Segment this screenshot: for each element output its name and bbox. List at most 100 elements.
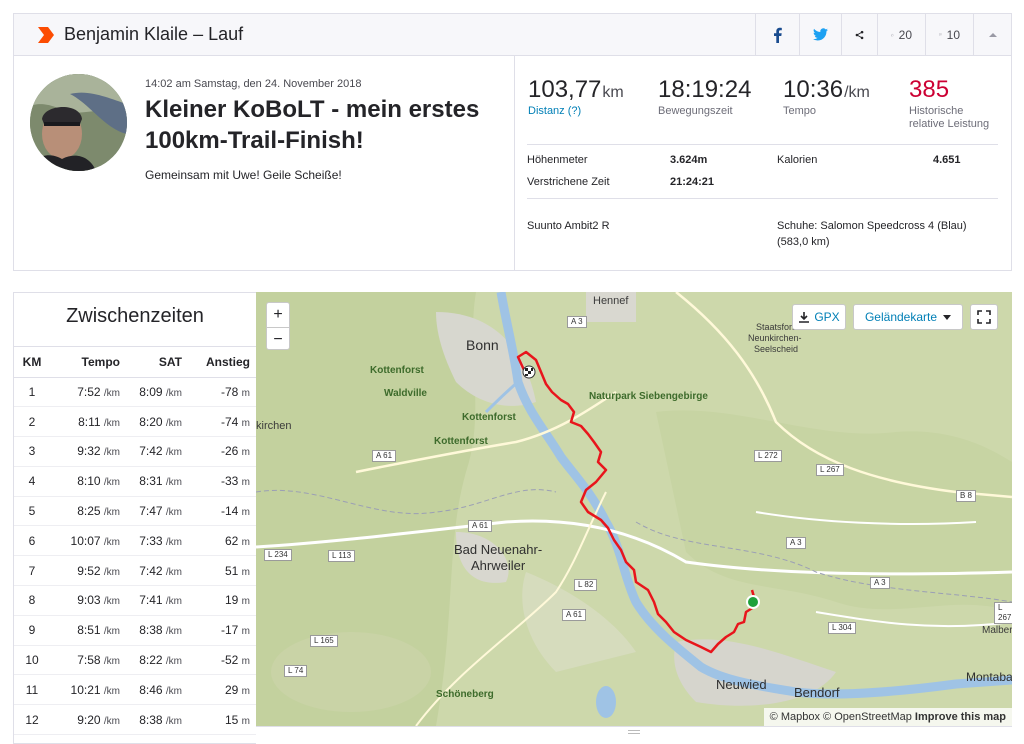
- place-bendorf: Bendorf: [794, 685, 840, 700]
- split-km: 9: [14, 615, 50, 646]
- athlete-avatar[interactable]: [30, 74, 127, 171]
- split-row[interactable]: 10 7:58 /km 8:22 /km -52 m: [14, 645, 256, 676]
- place-montaba: Montaba: [966, 670, 1012, 684]
- col-km: KM: [14, 347, 50, 378]
- col-gap: SAT: [126, 347, 188, 378]
- road-a3-east: A 3: [870, 577, 890, 589]
- place-bonn: Bonn: [466, 337, 499, 353]
- split-gap: 7:41 /km: [126, 585, 188, 616]
- download-icon: [799, 312, 810, 323]
- place-bad-neuenahr: Bad Neuenahr-: [454, 542, 543, 557]
- strava-chevron-icon: [38, 26, 54, 43]
- splits-table: KM Tempo SAT Anstieg 1 7:52 /km 8:09 /km -7…: [14, 347, 256, 736]
- osm-attribution-link[interactable]: © OpenStreetMap: [823, 711, 912, 723]
- distance-help-link[interactable]: Distanz (?): [528, 105, 582, 117]
- activity-name: Kleiner KoBoLT - mein erstes 100km-Trail…: [145, 96, 480, 154]
- split-row[interactable]: 5 8:25 /km 7:47 /km -14 m: [14, 496, 256, 527]
- stats-separator: [527, 144, 998, 145]
- place-ahrweiler: Ahrweiler: [471, 558, 526, 573]
- split-pace: 8:10 /km: [50, 466, 126, 497]
- split-row[interactable]: 11 10:21 /km 8:46 /km 29 m: [14, 674, 256, 706]
- split-row[interactable]: 9 8:51 /km 8:38 /km -17 m: [14, 615, 256, 646]
- kudos-button[interactable]: 20: [877, 14, 925, 55]
- split-gap: 8:20 /km: [126, 406, 188, 438]
- twitter-share-button[interactable]: [799, 14, 841, 55]
- split-km: 5: [14, 496, 50, 527]
- split-elevation: -14 m: [188, 496, 256, 527]
- fullscreen-button[interactable]: [970, 304, 998, 330]
- elevation-value: 3.624m: [670, 154, 708, 166]
- splits-rows: 1 7:52 /km 8:09 /km -78 m 2 8:11 /km 8:20 /km -…: [14, 377, 256, 736]
- device-name: Suunto Ambit2 R: [527, 220, 610, 232]
- activity-summary: 14:02 am Samstag, den 24. November 2018 …: [13, 56, 1012, 271]
- split-km: 7: [14, 555, 50, 587]
- split-row[interactable]: 3 9:32 /km 7:42 /km -26 m: [14, 436, 256, 467]
- split-km: 11: [14, 674, 50, 706]
- split-elevation: -52 m: [188, 645, 256, 676]
- activity-header: Benjamin Klaile – Lauf 20: [13, 13, 1012, 56]
- splits-panel: Zwischenzeiten KM Tempo SAT Anstieg 1 7:5…: [13, 292, 256, 744]
- split-elevation: -74 m: [188, 406, 256, 438]
- road-l82: L 82: [574, 579, 598, 591]
- split-km: 8: [14, 585, 50, 616]
- facebook-share-button[interactable]: [755, 14, 799, 55]
- split-km: 4: [14, 466, 50, 497]
- place-schoeneberg: Schöneberg: [436, 689, 494, 700]
- kudos-count: 20: [898, 27, 912, 42]
- split-pace: 7:52 /km: [50, 377, 126, 408]
- split-elevation: -78 m: [188, 377, 256, 408]
- comment-icon: [939, 33, 942, 36]
- place-waldville: Waldville: [384, 388, 427, 399]
- place-neunkirchen: Neunkirchen-: [748, 333, 802, 343]
- chevron-up-icon: [988, 32, 997, 37]
- split-elevation: 29 m: [188, 674, 256, 706]
- collapse-button[interactable]: [973, 14, 1011, 55]
- share-button[interactable]: [841, 14, 877, 55]
- split-gap: 8:46 /km: [126, 674, 188, 706]
- gpx-download-button[interactable]: GPX: [792, 304, 846, 330]
- split-row[interactable]: 12 9:20 /km 8:38 /km 15 m: [14, 704, 256, 736]
- split-row[interactable]: 4 8:10 /km 8:31 /km -33 m: [14, 466, 256, 497]
- road-l304: L 304: [828, 622, 856, 634]
- place-staatsforst: Staatsforst: [756, 322, 800, 332]
- place-hennef: Hennef: [593, 295, 629, 307]
- road-l272: L 272: [754, 450, 782, 462]
- relative-effort-label-1: Historische: [909, 105, 964, 117]
- map-type-dropdown[interactable]: Geländekarte: [853, 304, 963, 330]
- split-elevation: 62 m: [188, 525, 256, 557]
- split-pace: 9:52 /km: [50, 555, 126, 587]
- shoes-info[interactable]: Schuhe: Salomon Speedcross 4 (Blau): [777, 220, 967, 232]
- split-row[interactable]: 7 9:52 /km 7:42 /km 51 m: [14, 555, 256, 587]
- mapbox-attribution-link[interactable]: © Mapbox: [769, 711, 820, 723]
- split-row[interactable]: 1 7:52 /km 8:09 /km -78 m: [14, 377, 256, 408]
- splits-title: Zwischenzeiten: [14, 293, 256, 347]
- split-gap: 8:38 /km: [126, 615, 188, 646]
- split-row[interactable]: 6 10:07 /km 7:33 /km 62 m: [14, 525, 256, 557]
- place-kottenforst-3: Kottenforst: [434, 436, 488, 447]
- place-malber: Malber: [982, 625, 1012, 636]
- elevation-label: Höhenmeter: [527, 154, 588, 166]
- split-gap: 7:33 /km: [126, 525, 188, 557]
- split-pace: 10:07 /km: [50, 525, 126, 557]
- split-row[interactable]: 8 9:03 /km 7:41 /km 19 m: [14, 585, 256, 616]
- athlete-photo: [30, 74, 127, 171]
- split-pace: 9:32 /km: [50, 436, 126, 467]
- split-row[interactable]: 2 8:11 /km 8:20 /km -74 m: [14, 406, 256, 438]
- relative-effort-stat[interactable]: 385 Historische relative Leistung: [909, 76, 989, 131]
- road-a3-mid: A 3: [786, 537, 806, 549]
- comments-button[interactable]: 10: [925, 14, 973, 55]
- improve-map-link[interactable]: Improve this map: [914, 711, 1006, 723]
- summary-divider: [514, 56, 515, 270]
- zoom-out-button[interactable]: −: [267, 327, 289, 351]
- road-a61-2: A 61: [468, 520, 493, 532]
- road-l113: L 113: [328, 550, 356, 562]
- route-map[interactable]: Hennef Bonn Staatsforst Neunkirchen- See…: [256, 292, 1012, 726]
- resize-grip[interactable]: [628, 730, 640, 734]
- map-attribution: © Mapbox © OpenStreetMap Improve this ma…: [763, 708, 1012, 726]
- split-elevation: -17 m: [188, 615, 256, 646]
- split-gap: 8:31 /km: [126, 466, 188, 497]
- activity-description: Gemeinsam mit Uwe! Geile Scheiße!: [145, 168, 342, 182]
- zoom-in-button[interactable]: +: [273, 306, 283, 323]
- place-neuwied: Neuwied: [716, 677, 767, 692]
- split-pace: 8:11 /km: [50, 406, 126, 438]
